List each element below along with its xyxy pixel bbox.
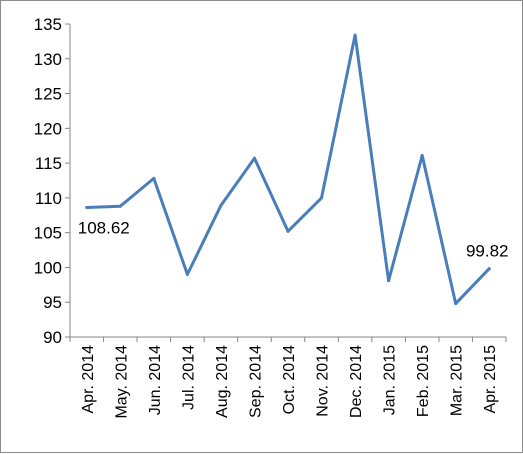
x-tick-label: Mar. 2015 [449,345,466,416]
x-tick-label: Aug. 2014 [214,345,231,418]
data-point [118,204,122,208]
y-tick-label: 115 [35,154,62,173]
data-label: 99.82 [466,242,509,261]
x-tick-label: Apr. 2014 [80,345,97,414]
x-tick-label: Sep. 2014 [247,345,264,418]
series-line [85,33,491,306]
x-tick-label: Oct. 2014 [281,345,298,414]
x-tick-label: Jan. 2015 [382,345,399,415]
data-point [387,279,391,283]
x-tick-label: Feb. 2015 [415,345,432,417]
y-tick-label: 95 [43,293,62,312]
data-point [152,176,156,180]
data-point [454,302,458,306]
y-tick-label: 130 [34,50,62,69]
data-point [185,272,189,276]
data-point [252,156,256,160]
y-tick-label: 110 [35,189,62,208]
data-point [420,153,424,157]
data-point [487,267,491,271]
y-tick-label: 100 [34,258,62,277]
data-label: 108.62 [78,218,130,237]
y-tick-label: 135 [34,15,62,34]
y-tick-label: 120 [34,119,62,138]
data-point [286,229,290,233]
x-tick-label: Dec. 2014 [348,345,365,418]
x-tick-label: Apr. 2015 [482,345,499,414]
y-tick-label: 90 [43,328,62,347]
data-point [320,196,324,200]
x-tick-label: Jun. 2014 [147,345,164,415]
y-tick-label: 105 [34,224,62,243]
x-tick-label: Nov. 2014 [315,345,332,417]
data-point [353,33,357,37]
x-tick-label: May. 2014 [113,345,130,419]
data-point [85,205,89,209]
y-tick-label: 125 [34,85,62,104]
x-tick-label: Jul. 2014 [180,345,197,410]
data-point [219,204,223,208]
